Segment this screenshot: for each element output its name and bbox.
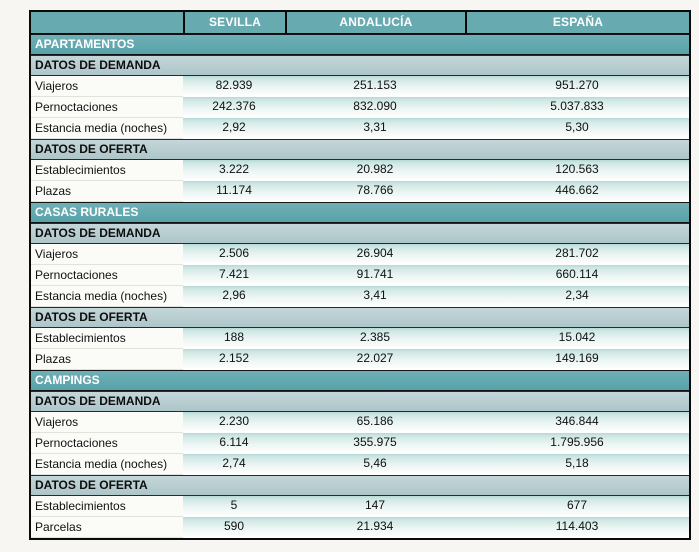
cell-value: 3.222: [183, 160, 285, 181]
cell-value: 6.114: [183, 433, 285, 454]
group-header-demanda: DATOS DE DEMANDA: [31, 223, 689, 244]
cell-value: 1.795.956: [465, 433, 689, 454]
cell-value: 660.114: [465, 265, 689, 286]
cell-value: 149.169: [465, 349, 689, 370]
section-header-apartamentos: APARTAMENTOS: [31, 34, 689, 55]
table-row: Viajeros 2.506 26.904 281.702: [31, 244, 689, 265]
cell-value: 114.403: [465, 517, 689, 538]
row-label: Plazas: [31, 349, 183, 370]
table-row: Pernoctaciones 6.114 355.975 1.795.956: [31, 433, 689, 454]
cell-value: 5.037.833: [465, 97, 689, 118]
table-row: Parcelas 590 21.934 114.403: [31, 517, 689, 538]
cell-value: 7.421: [183, 265, 285, 286]
cell-value: 2.385: [285, 328, 465, 349]
table-row: Viajeros 2.230 65.186 346.844: [31, 412, 689, 433]
cell-value: 5: [183, 496, 285, 517]
cell-value: 11.174: [183, 181, 285, 202]
cell-value: 251.153: [285, 76, 465, 97]
table-row: Estancia media (noches) 2,74 5,46 5,18: [31, 454, 689, 475]
cell-value: 832.090: [285, 97, 465, 118]
cell-value: 346.844: [465, 412, 689, 433]
cell-value: 2,92: [183, 118, 285, 139]
row-label: Estancia media (noches): [31, 286, 183, 307]
row-label: Estancia media (noches): [31, 454, 183, 475]
table-row: Plazas 2.152 22.027 149.169: [31, 349, 689, 370]
row-label: Establecimientos: [31, 160, 183, 181]
cell-value: 677: [465, 496, 689, 517]
cell-value: 2,74: [183, 454, 285, 475]
row-label: Plazas: [31, 181, 183, 202]
cell-value: 22.027: [285, 349, 465, 370]
table-row: Establecimientos 5 147 677: [31, 496, 689, 517]
row-label: Pernoctaciones: [31, 97, 183, 118]
cell-value: 2.230: [183, 412, 285, 433]
row-label: Viajeros: [31, 244, 183, 265]
cell-value: 2.152: [183, 349, 285, 370]
table-row: Plazas 11.174 78.766 446.662: [31, 181, 689, 202]
cell-value: 26.904: [285, 244, 465, 265]
cell-value: 188: [183, 328, 285, 349]
row-label: Establecimientos: [31, 496, 183, 517]
table-header-row: SEVILLA ANDALUCÍA ESPAÑA: [31, 12, 689, 34]
cell-value: 91.741: [285, 265, 465, 286]
table-row: Viajeros 82.939 251.153 951.270: [31, 76, 689, 97]
row-label: Pernoctaciones: [31, 433, 183, 454]
cell-value: 446.662: [465, 181, 689, 202]
row-label: Estancia media (noches): [31, 118, 183, 139]
column-header-andalucia: ANDALUCÍA: [285, 12, 465, 33]
row-label: Pernoctaciones: [31, 265, 183, 286]
table-row: Estancia media (noches) 2,92 3,31 5,30: [31, 118, 689, 139]
cell-value: 147: [285, 496, 465, 517]
cell-value: 3,31: [285, 118, 465, 139]
table-row: Establecimientos 3.222 20.982 120.563: [31, 160, 689, 181]
cell-value: 5,46: [285, 454, 465, 475]
table-row: Pernoctaciones 7.421 91.741 660.114: [31, 265, 689, 286]
corner-cell: [31, 12, 183, 33]
cell-value: 65.186: [285, 412, 465, 433]
column-header-espana: ESPAÑA: [465, 12, 689, 33]
group-header-oferta: DATOS DE OFERTA: [31, 475, 689, 496]
row-label: Establecimientos: [31, 328, 183, 349]
cell-value: 590: [183, 517, 285, 538]
group-header-oferta: DATOS DE OFERTA: [31, 307, 689, 328]
cell-value: 2,34: [465, 286, 689, 307]
cell-value: 242.376: [183, 97, 285, 118]
cell-value: 20.982: [285, 160, 465, 181]
row-label: Viajeros: [31, 412, 183, 433]
cell-value: 2,96: [183, 286, 285, 307]
group-header-oferta: DATOS DE OFERTA: [31, 139, 689, 160]
table-row: Establecimientos 188 2.385 15.042: [31, 328, 689, 349]
table-row: Estancia media (noches) 2,96 3,41 2,34: [31, 286, 689, 307]
cell-value: 355.975: [285, 433, 465, 454]
cell-value: 951.270: [465, 76, 689, 97]
cell-value: 5,30: [465, 118, 689, 139]
cell-value: 21.934: [285, 517, 465, 538]
cell-value: 281.702: [465, 244, 689, 265]
row-label: Parcelas: [31, 517, 183, 538]
section-header-casas-rurales: CASAS RURALES: [31, 202, 689, 223]
group-header-demanda: DATOS DE DEMANDA: [31, 55, 689, 76]
table-row: Pernoctaciones 242.376 832.090 5.037.833: [31, 97, 689, 118]
cell-value: 120.563: [465, 160, 689, 181]
tourism-statistics-table: SEVILLA ANDALUCÍA ESPAÑA APARTAMENTOS DA…: [29, 10, 691, 540]
row-label: Viajeros: [31, 76, 183, 97]
column-header-sevilla: SEVILLA: [183, 12, 285, 33]
cell-value: 15.042: [465, 328, 689, 349]
cell-value: 2.506: [183, 244, 285, 265]
section-header-campings: CAMPINGS: [31, 370, 689, 391]
cell-value: 78.766: [285, 181, 465, 202]
group-header-demanda: DATOS DE DEMANDA: [31, 391, 689, 412]
cell-value: 3,41: [285, 286, 465, 307]
cell-value: 5,18: [465, 454, 689, 475]
cell-value: 82.939: [183, 76, 285, 97]
